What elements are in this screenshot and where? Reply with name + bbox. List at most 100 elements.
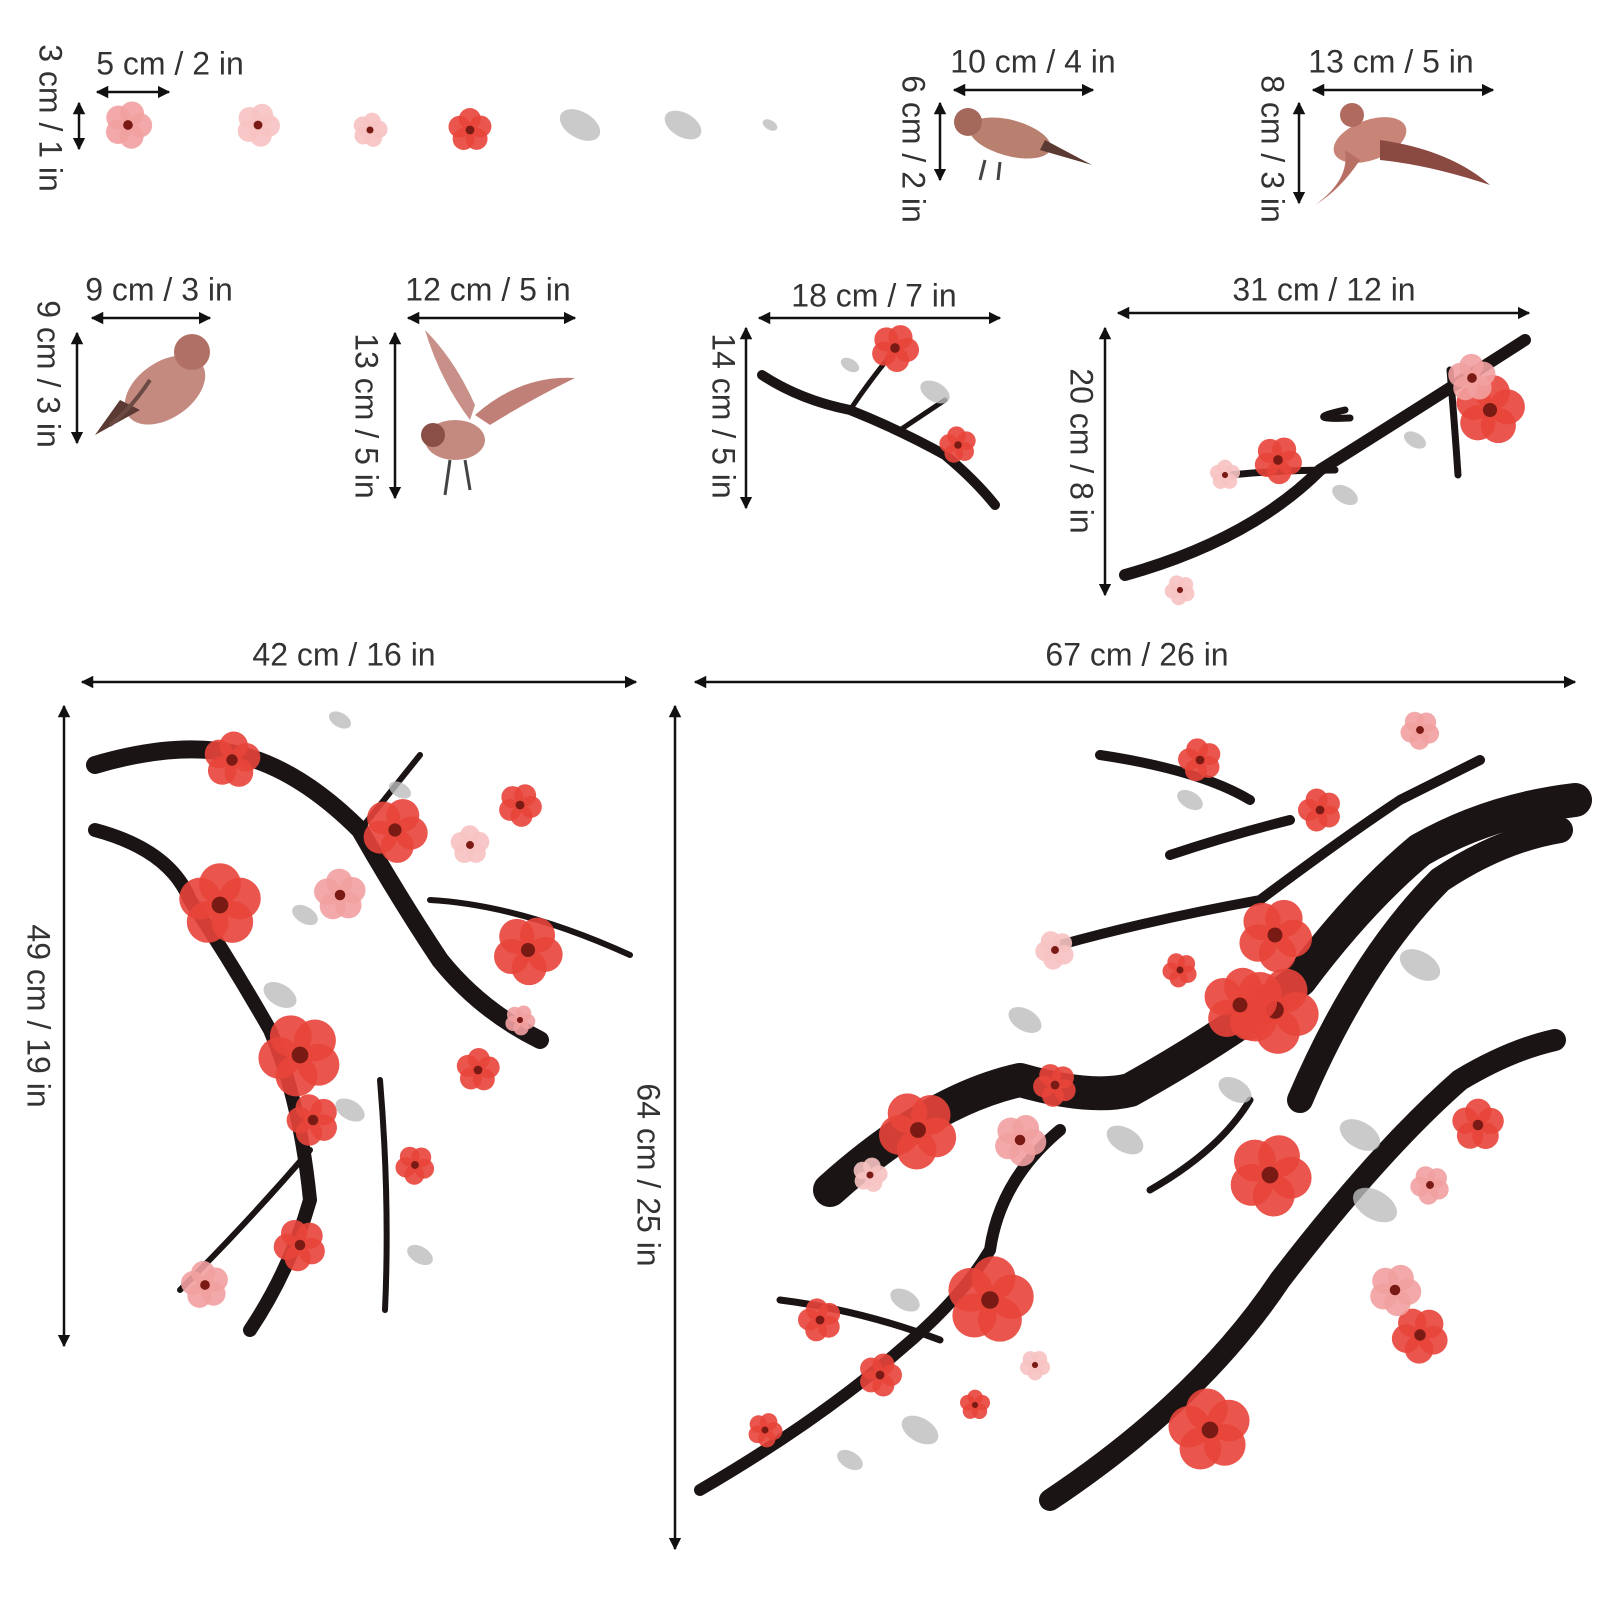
blossom-center — [466, 841, 474, 849]
blossom-center — [1416, 726, 1424, 734]
petal-grey — [389, 781, 411, 799]
blossom — [448, 108, 492, 150]
petal-grey — [292, 904, 318, 926]
blossom-center — [515, 800, 525, 810]
blossom — [878, 1093, 957, 1170]
blossom — [960, 1389, 991, 1419]
blossom-center — [1426, 1181, 1434, 1189]
blossom-center — [520, 942, 536, 958]
petal — [1419, 723, 1440, 744]
blossom-center — [1051, 946, 1059, 954]
petal — [1185, 1388, 1228, 1431]
height-label: 6 cm / 2 in — [896, 75, 932, 223]
blossom — [1164, 575, 1195, 606]
blossom-center — [388, 823, 402, 837]
width-label: 42 cm / 16 in — [252, 636, 435, 672]
blossom-center — [815, 1315, 825, 1325]
blossom-center — [226, 754, 238, 766]
width-label: 18 cm / 7 in — [791, 277, 956, 313]
blossom-center — [1467, 373, 1477, 383]
petal-grey — [559, 109, 601, 141]
blossom — [1204, 967, 1278, 1041]
petal — [1167, 953, 1185, 971]
branch — [177, 752, 633, 1313]
blossom-center — [910, 1122, 926, 1138]
blossom — [363, 798, 428, 863]
petal — [295, 1119, 323, 1146]
petal — [1186, 738, 1209, 761]
petal — [1035, 941, 1056, 962]
flying-bird — [421, 330, 575, 496]
blossom-center — [253, 120, 263, 130]
blossom — [1254, 437, 1302, 485]
blossom — [273, 1219, 325, 1272]
blossom-center — [307, 1114, 319, 1126]
blossom — [1400, 711, 1440, 750]
blossom — [395, 1146, 435, 1185]
blossom-center — [1221, 471, 1229, 479]
blossom-center — [366, 126, 374, 134]
blossom-center — [1031, 1361, 1039, 1369]
petal-grey — [1332, 484, 1358, 506]
petal-grey — [920, 380, 950, 404]
branch — [694, 1124, 1066, 1496]
blossom — [1239, 899, 1313, 973]
petal — [1033, 1075, 1056, 1098]
blossom-center — [875, 1370, 885, 1380]
petal — [127, 113, 153, 138]
petal-grey — [901, 1415, 939, 1445]
petal-grey — [1106, 1125, 1144, 1155]
petal — [1217, 459, 1233, 475]
blossom-center — [1482, 402, 1498, 418]
blossom-center — [971, 1401, 979, 1409]
width-label: 13 cm / 5 in — [1308, 43, 1473, 79]
blossom — [258, 1015, 340, 1097]
artwork — [86, 101, 1592, 1511]
blossom-center — [1201, 1421, 1219, 1439]
petal — [884, 347, 910, 373]
height-label: 20 cm / 8 in — [1064, 368, 1100, 533]
petal-grey — [664, 110, 702, 140]
blossom-center — [334, 889, 346, 901]
blossom-center — [1472, 1119, 1484, 1131]
blossom — [1020, 1350, 1051, 1381]
height-label: 64 cm / 25 in — [631, 1083, 667, 1266]
blossom — [179, 863, 261, 943]
petal — [872, 1374, 895, 1397]
blossom-center — [200, 1280, 210, 1290]
blossom-center — [123, 120, 133, 130]
width-label: 12 cm / 5 in — [405, 271, 570, 307]
petal — [363, 820, 397, 854]
blossom-center — [866, 1171, 874, 1179]
blossom-center — [211, 896, 229, 914]
petal — [1258, 1135, 1300, 1178]
petal — [395, 1157, 416, 1178]
blossom — [853, 1157, 888, 1192]
blossom — [1370, 1264, 1422, 1317]
blossom-center — [981, 1291, 999, 1309]
blossom-center — [761, 1426, 769, 1434]
petal-grey — [1177, 789, 1203, 811]
petal — [864, 1174, 883, 1192]
blossom-center — [291, 1046, 309, 1064]
blossom — [456, 1048, 500, 1091]
blossom-center — [1176, 966, 1184, 974]
height-label: 13 cm / 5 in — [349, 333, 385, 498]
blossom-center — [411, 1161, 419, 1169]
blossom-center — [1414, 1329, 1426, 1341]
blossom — [1298, 788, 1340, 832]
petal — [249, 124, 272, 147]
petal — [1168, 575, 1185, 591]
blossom-center — [1315, 805, 1325, 815]
branch — [757, 370, 1000, 510]
blossom-center — [1267, 927, 1283, 943]
petal — [450, 832, 471, 852]
blossom — [1168, 1388, 1250, 1470]
width-label: 5 cm / 2 in — [96, 45, 244, 81]
petal — [1394, 1278, 1422, 1305]
flying-bird — [1315, 103, 1490, 205]
sparrow — [954, 108, 1092, 181]
blossom — [748, 1413, 783, 1448]
blossom-center — [465, 125, 475, 135]
branch — [776, 1096, 1254, 1344]
